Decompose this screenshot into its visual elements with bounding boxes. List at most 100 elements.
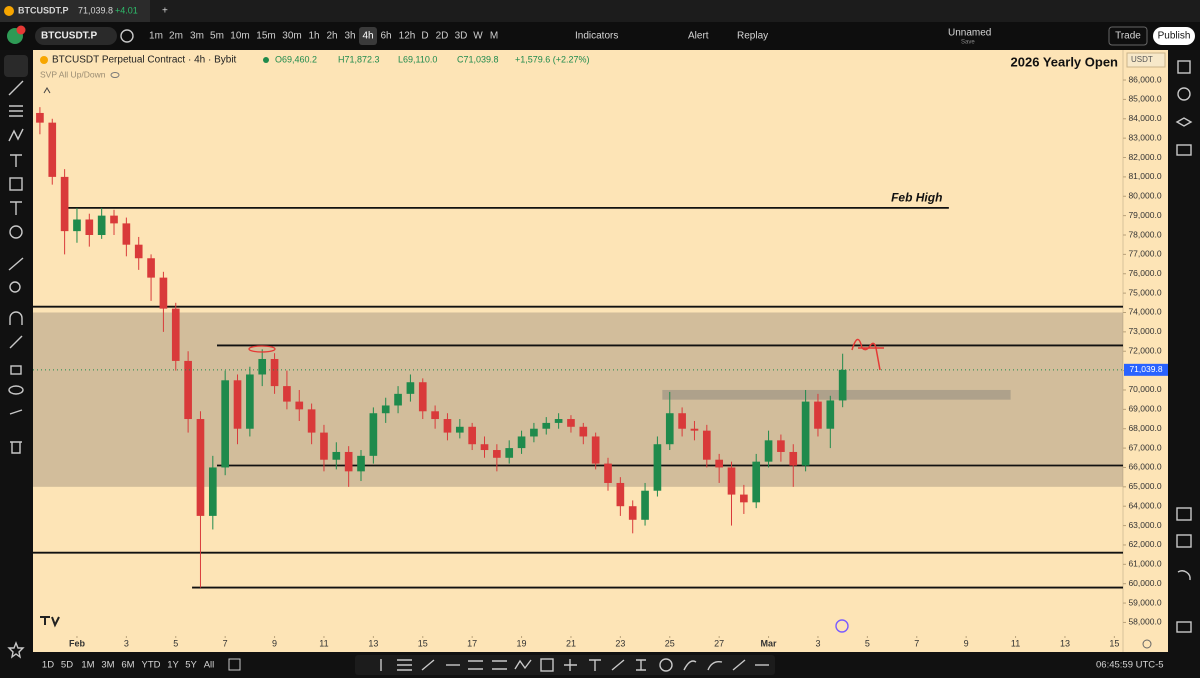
new-tab[interactable]: + — [162, 6, 168, 17]
fib-tool[interactable] — [9, 105, 23, 117]
y-tick-label: 82,000.0 — [1128, 152, 1161, 162]
bt-14[interactable] — [683, 660, 697, 671]
publish-button[interactable]: Publish — [1158, 31, 1191, 42]
link-tool[interactable] — [9, 409, 23, 415]
replay-button[interactable]: Replay — [737, 31, 768, 42]
interval[interactable]: 12h — [399, 31, 416, 42]
interval[interactable]: 1h — [308, 31, 319, 42]
symbol-search[interactable] — [35, 27, 117, 45]
interval-active-bg — [359, 27, 377, 45]
browser-tab[interactable] — [0, 0, 150, 22]
interval[interactable]: 2D — [436, 31, 449, 42]
x-tick-label: 7 — [914, 638, 919, 648]
x-tick-label: 21 — [566, 638, 576, 648]
candle-body — [320, 432, 328, 460]
watchlist-icon[interactable] — [1177, 60, 1191, 74]
zoom-tool[interactable] — [9, 281, 21, 293]
timeframe[interactable]: 5Y — [185, 660, 197, 671]
y-tick-label: 86,000.0 — [1128, 74, 1161, 84]
layout-name[interactable]: Unnamed — [948, 28, 991, 39]
candle-body — [443, 419, 452, 433]
event-marker[interactable] — [835, 619, 849, 633]
bt-2[interactable] — [397, 659, 412, 671]
interval[interactable]: 15m — [256, 31, 275, 42]
bt-10[interactable] — [589, 659, 601, 671]
calendar-icon-2[interactable] — [1176, 534, 1192, 548]
bt-3[interactable] — [421, 659, 435, 671]
ohlc-legend: O69,460.2 — [275, 54, 317, 64]
interval[interactable]: 1m — [149, 31, 163, 42]
candle-body — [270, 358, 279, 387]
layers-icon[interactable] — [1175, 117, 1193, 127]
interval[interactable]: 10m — [230, 31, 249, 42]
interval[interactable]: 3D — [455, 31, 468, 42]
interval[interactable]: 6h — [380, 31, 391, 42]
text-tool[interactable] — [10, 201, 22, 215]
icon-tool[interactable] — [9, 225, 23, 239]
time-axis-settings[interactable] — [1142, 639, 1152, 649]
x-tick-label: 19 — [517, 638, 527, 648]
indicators-button[interactable]: Indicators — [575, 31, 618, 42]
timeframe[interactable]: 6M — [121, 660, 134, 671]
signal-icon[interactable] — [1177, 570, 1191, 581]
interval[interactable]: 2h — [326, 31, 337, 42]
alerts-icon[interactable] — [1177, 87, 1191, 101]
lock-draw-tool[interactable] — [9, 335, 23, 349]
currency-box[interactable] — [1126, 52, 1166, 68]
timeframe[interactable]: 5D — [61, 660, 73, 671]
collapse-legend[interactable] — [43, 87, 51, 94]
bt-13[interactable] — [659, 658, 673, 672]
bt-9[interactable] — [564, 659, 577, 671]
lock-tool[interactable] — [10, 365, 22, 375]
bt-12[interactable] — [636, 659, 646, 671]
visibility-tool[interactable] — [8, 385, 24, 395]
interval[interactable]: M — [490, 31, 498, 42]
y-tick-label: 75,000.0 — [1128, 287, 1161, 297]
bt-16[interactable] — [732, 659, 746, 671]
indicator-eye[interactable] — [110, 72, 120, 78]
candle-body — [381, 405, 390, 414]
interval[interactable]: 30m — [282, 31, 301, 42]
interval[interactable]: 4h — [362, 31, 373, 42]
interval[interactable]: 3m — [190, 31, 204, 42]
trade-button[interactable]: Trade — [1115, 31, 1141, 42]
candle-body — [369, 413, 378, 456]
y-tick-label: 81,000.0 — [1128, 171, 1161, 181]
interval[interactable]: W — [473, 31, 483, 42]
timeframe[interactable]: All — [204, 660, 215, 671]
pattern-tool[interactable] — [8, 128, 24, 142]
x-tick-label: 7 — [223, 638, 228, 648]
ruler-tool[interactable] — [8, 257, 24, 271]
x-tick-label: 25 — [665, 638, 675, 648]
text-tool-a[interactable] — [10, 154, 22, 167]
bt-5[interactable] — [468, 660, 483, 670]
chat-icon[interactable] — [1176, 144, 1192, 156]
cursor-tool[interactable] — [4, 55, 28, 77]
calendar-icon[interactable] — [1176, 507, 1192, 521]
interval[interactable]: 3h — [344, 31, 355, 42]
trend-line-tool[interactable] — [8, 80, 24, 96]
interval[interactable]: D — [421, 31, 428, 42]
currency: USDT — [1131, 55, 1153, 64]
shape-tool[interactable] — [9, 177, 23, 191]
timeframe[interactable]: YTD — [142, 660, 161, 671]
bt-6[interactable] — [492, 660, 507, 670]
range-picker[interactable] — [228, 658, 241, 671]
magnet-tool[interactable] — [9, 311, 23, 325]
compare-button[interactable] — [120, 29, 134, 43]
timeframe[interactable]: 3M — [101, 660, 114, 671]
bt-8[interactable] — [540, 658, 554, 672]
help-icon[interactable] — [1176, 621, 1192, 633]
trash-tool[interactable] — [10, 441, 22, 454]
interval[interactable]: 5m — [210, 31, 224, 42]
interval[interactable]: 2m — [169, 31, 183, 42]
bt-11[interactable] — [611, 659, 625, 671]
x-tick-label: 9 — [964, 638, 969, 648]
bt-15[interactable] — [707, 660, 723, 671]
alert-button[interactable]: Alert — [688, 31, 709, 42]
timeframe[interactable]: 1Y — [167, 660, 179, 671]
timeframe[interactable]: 1M — [81, 660, 94, 671]
favorites-button[interactable] — [7, 641, 25, 659]
bt-7[interactable] — [514, 659, 532, 670]
timeframe[interactable]: 1D — [42, 660, 54, 671]
